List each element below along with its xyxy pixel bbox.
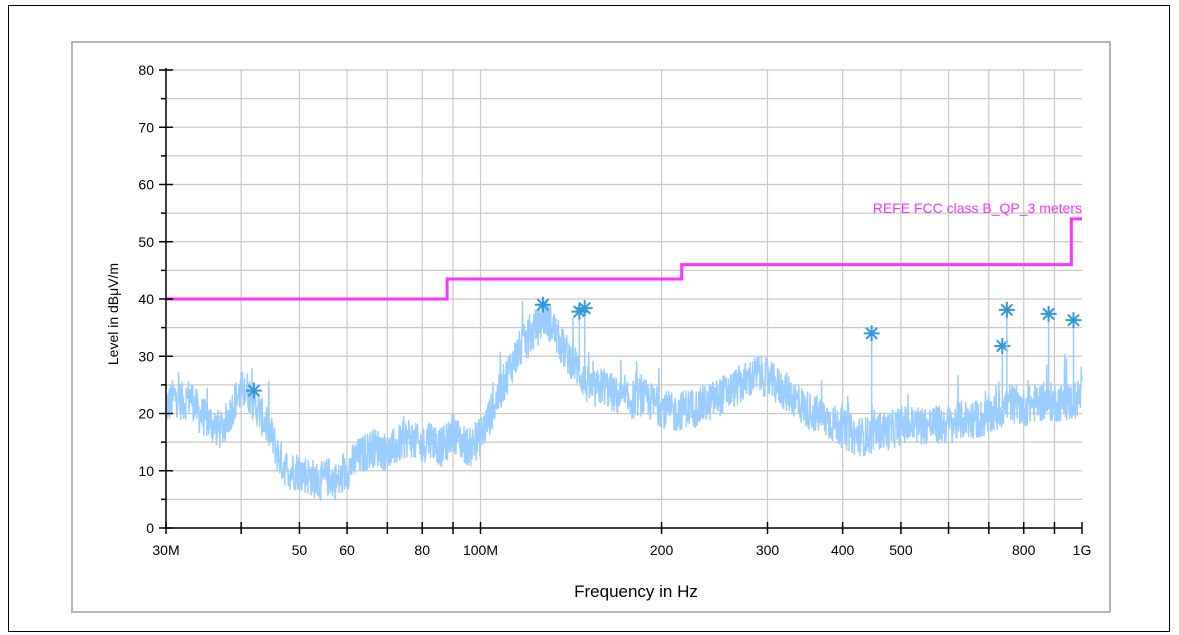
x-tick-label: 1G (1073, 542, 1092, 558)
peak-marker (534, 296, 551, 320)
y-tick-label: 10 (138, 463, 154, 479)
marker-stroke (865, 327, 878, 340)
peak-marker (998, 301, 1015, 405)
trace-line (165, 300, 1083, 501)
y-tick-label: 70 (138, 119, 154, 135)
plot-panel (71, 41, 1111, 613)
x-tick-label: 400 (831, 542, 855, 558)
y-tick-label: 30 (138, 348, 154, 364)
axes (159, 68, 1083, 534)
peak-marker (576, 300, 593, 382)
peak-marker (1065, 312, 1082, 401)
peak-markers (245, 296, 1082, 435)
peak-marker (994, 337, 1011, 409)
x-tick-label: 800 (1012, 542, 1036, 558)
x-tick-label: 50 (292, 542, 308, 558)
x-tick-label: 500 (889, 542, 913, 558)
peak-marker (1040, 305, 1057, 403)
tick-labels: 0 10 20 30 40 50 60 70 80 30M 50 60 80 100M 200 300 400 5… (138, 62, 1091, 558)
marker-stroke (247, 384, 261, 397)
peak-marker (245, 382, 262, 403)
y-tick-label: 0 (146, 520, 154, 536)
marker-stroke (536, 298, 550, 312)
marker-stroke (578, 301, 591, 315)
x-tick-label: 80 (414, 542, 430, 558)
y-tick-label: 80 (138, 62, 154, 78)
limit-line (166, 217, 1082, 301)
limit-line-label: REFE FCC class B_QP_3 meters (873, 200, 1082, 216)
marker-stroke (1042, 307, 1055, 321)
x-tick-label: 300 (756, 542, 780, 558)
x-tick-label: 30M (152, 542, 179, 558)
y-tick-label: 40 (138, 291, 154, 307)
x-axis-title: Frequency in Hz (574, 582, 698, 601)
y-tick-label: 60 (138, 177, 154, 193)
x-tick-label: 60 (339, 542, 355, 558)
marker-stroke (1067, 313, 1080, 327)
y-tick-label: 20 (138, 406, 154, 422)
x-tick-label: 200 (650, 542, 674, 558)
y-tick-label: 50 (138, 234, 154, 250)
y-axis-title: Level in dBμV/m (105, 263, 121, 365)
limit-line-path (166, 217, 1082, 301)
marker-stroke (1000, 303, 1014, 317)
peak-marker (863, 325, 880, 435)
measurement-trace (165, 300, 1083, 501)
marker-stroke (995, 339, 1009, 353)
x-tick-label: 100M (463, 542, 498, 558)
